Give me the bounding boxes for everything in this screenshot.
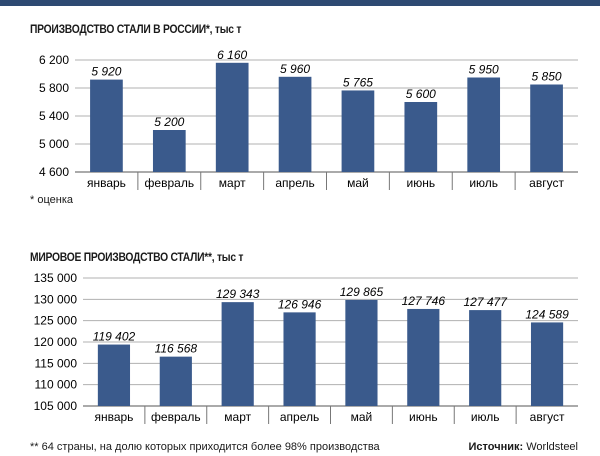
y-tick-label: 5 800 — [39, 81, 69, 95]
bar-5 — [341, 90, 375, 172]
y-tick-label: 110 000 — [35, 378, 78, 392]
value-label: 5 960 — [280, 62, 310, 76]
bar-6 — [407, 308, 440, 406]
chart-2-footnote: ** 64 страны, на долю которых приходится… — [30, 441, 380, 453]
value-label: 5 950 — [469, 63, 499, 77]
bar-8 — [530, 84, 563, 172]
category-label: май — [351, 410, 373, 424]
y-tick-label: 5 000 — [39, 137, 69, 151]
bar-8 — [530, 322, 564, 406]
category-label: июнь — [409, 410, 438, 424]
category-label: август — [529, 176, 564, 190]
value-label: 127 477 — [463, 295, 508, 309]
category-label: апрель — [275, 176, 314, 190]
bar-3 — [215, 62, 249, 172]
bar-4 — [278, 76, 312, 172]
category-label: август — [530, 410, 565, 424]
bar-7 — [469, 310, 502, 406]
bar-4 — [283, 312, 316, 406]
value-label: 5 200 — [154, 115, 184, 129]
y-tick-label: 5 400 — [39, 109, 69, 123]
category-label: март — [219, 176, 246, 190]
value-label: 126 946 — [278, 297, 322, 311]
world-steel-chart: 105 000 110 000 115 000 120 000 125 000 130 0… — [34, 271, 578, 424]
category-label: июль — [471, 410, 500, 424]
value-label: 5 600 — [406, 87, 436, 101]
value-label: 127 746 — [402, 294, 446, 308]
value-label: 119 402 — [93, 330, 136, 344]
value-label: 5 920 — [91, 65, 121, 79]
y-tick-label: 135 000 — [34, 271, 78, 285]
category-label: апрель — [280, 410, 319, 424]
chart-1-footnote: * оценка — [30, 194, 73, 206]
bar-3 — [221, 302, 254, 406]
category-label: март — [224, 410, 251, 424]
y-tick-label: 125 000 — [34, 314, 78, 328]
bar-7 — [467, 77, 501, 172]
value-label: 129 865 — [340, 285, 384, 299]
category-label: февраль — [145, 176, 195, 190]
value-label: 124 589 — [525, 307, 569, 321]
value-label: 129 343 — [216, 287, 260, 301]
y-tick-label: 120 000 — [34, 335, 78, 349]
bar-6 — [404, 102, 438, 172]
category-label: июнь — [407, 176, 436, 190]
bar-2 — [152, 130, 186, 172]
category-label: май — [347, 176, 369, 190]
category-label: февраль — [151, 410, 201, 424]
bar-1 — [97, 344, 131, 406]
category-label: июль — [469, 176, 498, 190]
y-tick-label: 4 600 — [39, 165, 69, 179]
value-label: 116 568 — [155, 342, 198, 356]
value-label: 5 850 — [532, 70, 562, 84]
source-note: Источник: Worldsteel — [468, 441, 578, 453]
russia-steel-chart: 4 600 5 000 5 400 5 800 6 200 5 920 январь 5 20… — [39, 48, 578, 190]
header-bar — [0, 0, 600, 6]
category-label: январь — [94, 410, 133, 424]
y-tick-label: 6 200 — [39, 53, 69, 67]
source-value: Worldsteel — [526, 441, 578, 453]
source-label: Источник: — [468, 441, 524, 453]
value-label: 6 160 — [217, 48, 247, 62]
value-label: 5 765 — [343, 75, 373, 89]
category-label: январь — [87, 176, 126, 190]
bar-2 — [159, 356, 192, 406]
y-tick-label: 105 000 — [34, 399, 78, 413]
y-tick-label: 115 000 — [35, 356, 78, 370]
chart-2-title: МИРОВОЕ ПРОИЗВОДСТВО СТАЛИ**, тыс т — [30, 250, 244, 264]
bar-1 — [90, 79, 123, 172]
y-tick-label: 130 000 — [34, 292, 78, 306]
chart-1-title: ПРОИЗВОДСТВО СТАЛИ В РОССИИ*, тыс т — [30, 22, 242, 36]
bar-5 — [345, 299, 378, 406]
